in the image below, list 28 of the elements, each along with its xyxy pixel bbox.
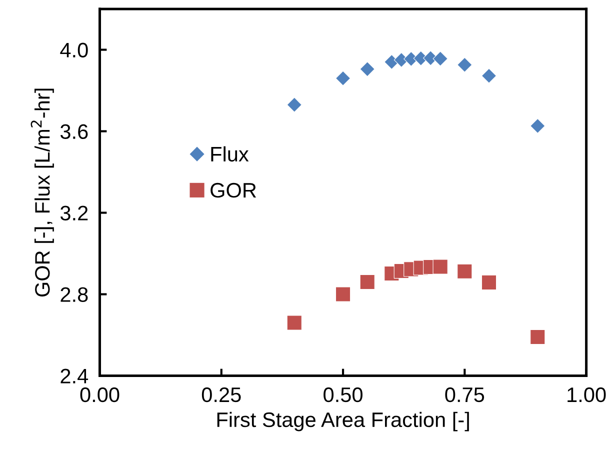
point (481, 274, 497, 290)
y-tick-label: 3.6 (60, 124, 88, 140)
x-tick-label: 0.75 (445, 387, 484, 402)
point (481, 68, 497, 84)
x-tick-label: 0.25 (202, 387, 241, 402)
point (360, 62, 375, 77)
point (457, 264, 472, 279)
x-tick-label: 0.50 (324, 387, 362, 402)
x-tick-label: 1.00 (568, 387, 606, 402)
legend-label: GOR (210, 182, 256, 198)
y-tick-label: 2.4 (60, 368, 88, 384)
y-tick-label: 4.0 (60, 42, 88, 58)
y-tick-label: 3.2 (60, 206, 88, 221)
y-axis-title: GOR [-], Flux [L/m$^{2}$-hr] (30, 88, 54, 297)
y-tick-label: 2.8 (60, 287, 88, 302)
point (335, 70, 351, 86)
point (286, 315, 302, 330)
point (432, 259, 448, 274)
point (286, 97, 302, 112)
point (360, 274, 375, 290)
point (530, 118, 546, 134)
x-axis-title: First Stage Area Fraction [-] (217, 412, 469, 432)
point (457, 57, 472, 72)
legend-label: Flux (211, 146, 249, 162)
point (530, 329, 546, 345)
x-tick-label: 0.00 (80, 387, 120, 402)
point (335, 286, 351, 302)
point (432, 51, 448, 66)
